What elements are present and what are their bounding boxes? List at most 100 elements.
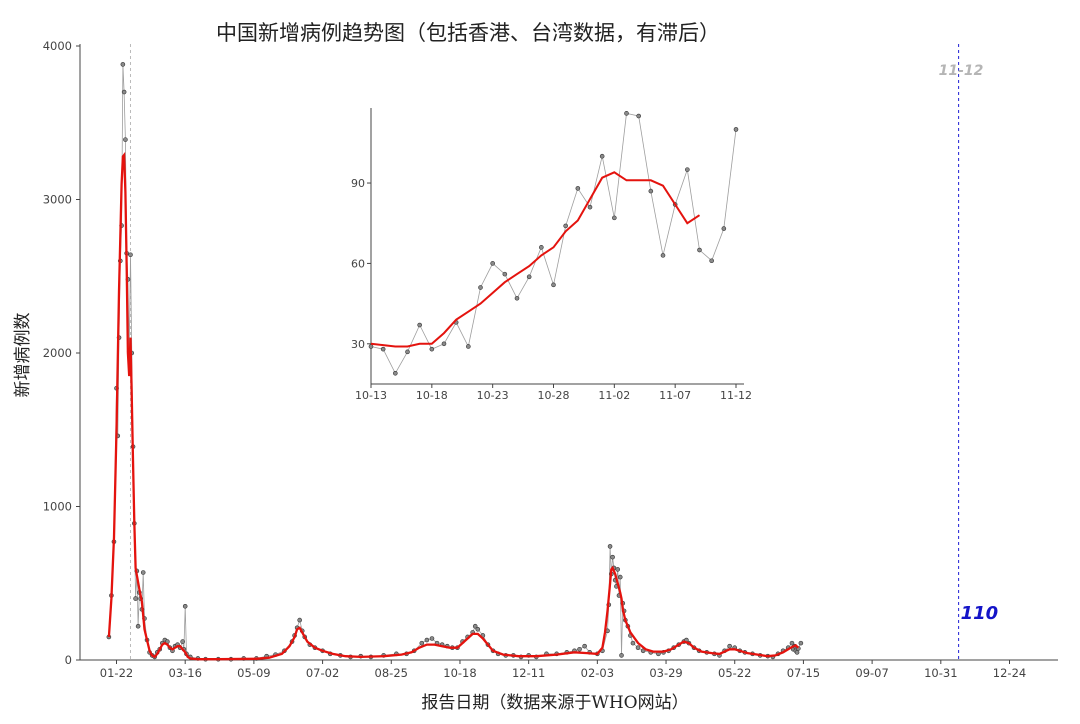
y-tick-label: 4000 [43, 39, 72, 53]
x-tick-label: 03-29 [649, 666, 682, 680]
latest-date-label: 11-12 [939, 63, 984, 79]
inset-raw-data-point [502, 271, 508, 277]
inset-x-tick-label: 11-12 [720, 389, 752, 402]
raw-data-point [615, 567, 620, 572]
raw-data-point [794, 650, 800, 655]
x-tick-label: 07-02 [306, 666, 339, 680]
inset-raw-data-point [709, 258, 714, 264]
raw-data-point [610, 554, 615, 560]
x-tick-label: 10-18 [443, 666, 476, 680]
raw-data-point [727, 643, 732, 649]
x-tick-label: 05-22 [718, 666, 751, 680]
raw-data-point [472, 623, 478, 629]
inset-x-tick-label: 11-02 [598, 389, 630, 402]
raw-data-point [128, 252, 133, 258]
inset-raw-data-point [466, 344, 471, 349]
inset-raw-data-point [368, 344, 374, 349]
x-tick-label: 08-25 [375, 666, 408, 680]
inset-raw-data-point [733, 127, 739, 132]
raw-data-point [619, 653, 624, 658]
inset-raw-data-point [599, 153, 605, 159]
inset-raw-data-point [478, 285, 483, 290]
raw-data-point [607, 544, 613, 549]
y-tick-label: 3000 [43, 193, 72, 207]
raw-data-point [617, 574, 623, 580]
x-tick-label: 12-11 [512, 666, 545, 680]
inset-raw-data-point [587, 204, 593, 210]
inset-raw-data-point [526, 274, 532, 280]
inset-x-tick-label: 10-28 [538, 389, 570, 402]
inset-raw-data-point [575, 186, 581, 191]
raw-data-point [789, 640, 795, 646]
inset-raw-data-point [490, 261, 495, 266]
inset-y-tick-label: 60 [351, 257, 365, 270]
inset-y-tick-label: 30 [351, 338, 365, 351]
x-axis-title: 报告日期（数据来源于WHO网站） [421, 693, 688, 713]
raw-data-point [635, 645, 641, 651]
inset-raw-data-point [660, 253, 666, 258]
inset-x-tick-label: 10-13 [355, 389, 387, 402]
inset-raw-data-point [612, 215, 617, 221]
inset-y-tick-label: 90 [351, 177, 365, 190]
inset-x-tick-label: 10-18 [416, 389, 448, 402]
x-tick-label: 03-16 [168, 666, 201, 680]
raw-data-point [120, 62, 126, 67]
raw-data-point [424, 637, 430, 643]
smoothed-series-line [107, 151, 800, 661]
raw-data-point [180, 639, 185, 644]
raw-data-point [630, 640, 636, 646]
inset-raw-data-point [393, 370, 398, 376]
inset-raw-data-point [417, 322, 422, 328]
raw-data-point [640, 648, 646, 654]
latest-value-label: 110 [961, 603, 999, 624]
inset-raw-data-point [539, 245, 544, 250]
x-tick-label: 09-07 [855, 666, 888, 680]
inset-raw-data-point [429, 346, 435, 352]
inset-raw-data-point [697, 247, 702, 253]
inset-x-tick-label: 11-07 [659, 389, 691, 402]
raw-data-point [582, 643, 587, 649]
inset-raw-data-point [624, 111, 629, 116]
inset-raw-data-point [648, 188, 654, 194]
raw-data-point [297, 617, 302, 623]
y-tick-label: 0 [65, 653, 72, 667]
raw-data-point [123, 137, 128, 142]
x-tick-label: 02-03 [581, 666, 614, 680]
raw-series-line [108, 64, 802, 660]
raw-data-point [798, 640, 804, 646]
raw-data-point [419, 640, 425, 646]
inset-raw-data-point [514, 295, 520, 301]
x-tick-label: 05-09 [237, 666, 270, 680]
inset-raw-series-line [370, 112, 737, 375]
y-tick-label: 1000 [43, 500, 72, 514]
x-tick-label: 07-15 [787, 666, 820, 680]
inset-raw-data-point [563, 223, 568, 229]
inset-raw-data-point [380, 346, 386, 352]
raw-data-point [135, 623, 141, 629]
raw-data-point [121, 89, 127, 95]
inset-smoothed-series-line [370, 171, 701, 348]
y-axis-title: 新增病例数 [13, 313, 33, 398]
raw-data-point [429, 636, 435, 641]
chart-title: 中国新增病例趋势图（包括香港、台湾数据，有滞后） [216, 21, 720, 45]
inset-raw-data-point [636, 113, 641, 119]
inset-raw-data-point [685, 167, 690, 172]
inset-raw-data-point [405, 349, 410, 355]
raw-data-point [182, 603, 188, 609]
inset-raw-data-point [551, 282, 556, 288]
x-tick-label: 01-22 [100, 666, 133, 680]
main-plot: 0 1000 2000 3000 4000 01-22 03-16 05-09 07-02 08-… [43, 39, 1058, 680]
raw-data-point [475, 626, 481, 632]
raw-data-point [140, 570, 146, 575]
x-tick-label: 10-31 [924, 666, 957, 680]
inset-plot: 30 60 90 10-13 10-18 10-23 10-28 11-02 11-07 11-1… [351, 108, 752, 402]
inset-raw-data-point [721, 226, 727, 231]
raw-data-point [133, 596, 138, 601]
raw-data-point [577, 646, 582, 652]
y-tick-label: 2000 [43, 346, 72, 360]
inset-x-tick-label: 10-23 [477, 389, 509, 402]
inset-raw-data-point [441, 341, 447, 347]
x-tick-label: 12-24 [993, 666, 1026, 680]
